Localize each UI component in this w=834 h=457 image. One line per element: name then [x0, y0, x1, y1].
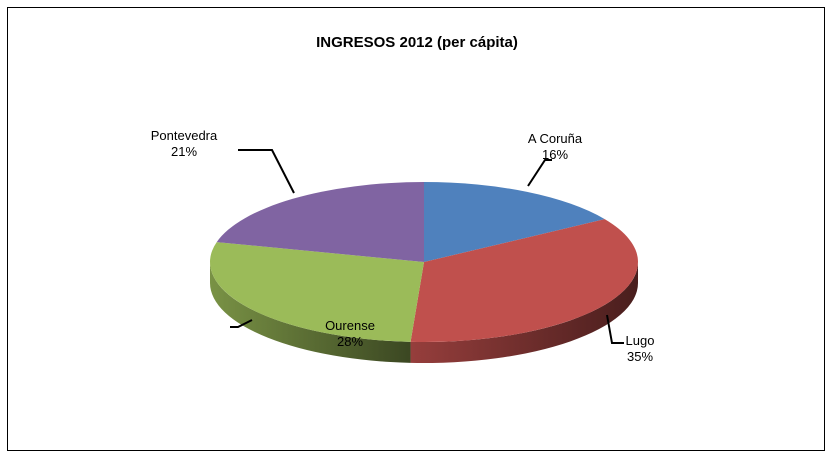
data-label-pct-ourense: 28% [337, 334, 363, 349]
data-label-pct-lugo: 35% [627, 349, 653, 364]
data-label-ourense: Ourense [325, 318, 375, 333]
slice-side-ourense [210, 262, 411, 363]
data-label-lugo: Lugo [626, 333, 655, 348]
leader-line-a-coru-a [527, 159, 552, 187]
data-label-pontevedra: Pontevedra [151, 128, 218, 143]
leader-line-ourense [230, 319, 253, 328]
slice-a-coru-a [424, 182, 605, 262]
data-label-pct-a-coru-a: 16% [542, 147, 568, 162]
slice-side-lugo [410, 262, 638, 363]
data-label-pct-pontevedra: 21% [171, 144, 197, 159]
slice-ourense [210, 242, 424, 342]
data-label-a-coru-a: A Coruña [528, 131, 583, 146]
slice-pontevedra [216, 182, 424, 262]
slice-lugo [410, 219, 638, 342]
leader-line-pontevedra [238, 149, 295, 194]
leader-line-lugo [606, 314, 624, 344]
chart-title: INGRESOS 2012 (per cápita) [316, 34, 518, 51]
